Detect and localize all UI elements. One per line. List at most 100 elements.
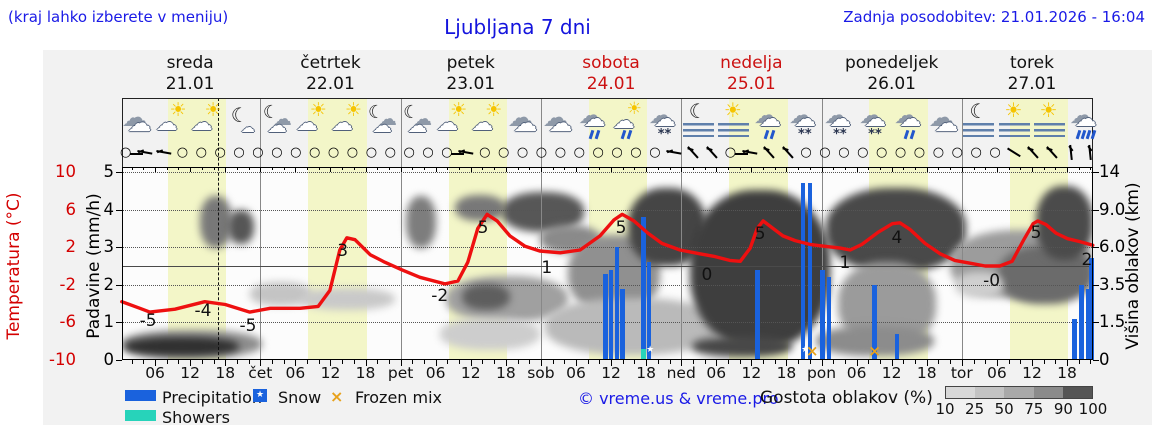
icon-part: ○ (214, 145, 226, 160)
icon-part: ○ (516, 145, 529, 160)
icon-part (1007, 147, 1021, 158)
weather-icon-rain: ☁ ☁ (751, 99, 787, 141)
icon-part: ☁ (578, 101, 603, 129)
weather-icon-sun-rain: ☀ ☁ (611, 99, 647, 141)
axis-tick (622, 167, 624, 170)
icon-part (781, 147, 789, 151)
axis-tick (529, 167, 531, 170)
time-axis-label: 18 (1057, 364, 1077, 382)
axis-tick (295, 167, 297, 172)
axis-tick (681, 167, 683, 172)
temp-value-label: 5 (615, 218, 627, 239)
temp-value-label: 3 (337, 240, 349, 261)
axis-tick (961, 360, 963, 366)
density-segment (1033, 387, 1063, 398)
axis-tick (1090, 360, 1092, 364)
icon-part (1033, 123, 1065, 137)
axis-tick (1043, 167, 1045, 170)
icon-part: ○ (441, 145, 453, 160)
temp-value-label: 1 (839, 253, 851, 274)
icon-part: ☁ (240, 120, 255, 136)
wind-symbol: ○ (117, 143, 143, 163)
icon-part: ☁ (1069, 101, 1094, 129)
axis-tick (342, 360, 344, 364)
frozen-mix-icon: × (805, 342, 819, 360)
precip-bar (820, 269, 825, 360)
time-axis-label: pon (806, 364, 837, 382)
icon-part: ☀ (626, 99, 642, 119)
axis-tick (915, 167, 917, 170)
icon-part: ☀ (204, 99, 222, 121)
axis-tick (470, 360, 472, 366)
icon-part (156, 149, 172, 155)
axis-tick (377, 167, 379, 170)
wind-symbol: ○ (476, 143, 494, 163)
icon-part (666, 149, 674, 153)
axis-tick (307, 167, 309, 170)
precip-axis-tick-label: 0 (103, 350, 115, 369)
wind-symbol: ○ (968, 143, 986, 163)
axis-tick (225, 360, 227, 366)
axis-tick (283, 360, 285, 364)
icon-part (1046, 146, 1058, 159)
axis-tick (763, 360, 765, 364)
axis-tick (540, 360, 542, 366)
wind-symbol: ○ (363, 143, 381, 163)
axis-tick (657, 167, 659, 170)
weather-icon-night-cloudy: ☾ ☁ ☁ (260, 99, 296, 141)
icon-part: ○ (195, 145, 207, 160)
axis-tick (1008, 167, 1010, 170)
icon-part: ☁ (758, 107, 781, 132)
cloud-density-colorbar (945, 386, 1093, 399)
icon-part: ☀ (723, 98, 742, 122)
icon-part: ☁ (753, 101, 778, 129)
time-axis-label: 18 (215, 364, 236, 382)
precip-bar (608, 269, 614, 360)
day-date-label: 22.01 (306, 74, 355, 94)
icon-part: ☁ (789, 101, 814, 129)
axis-tick (879, 360, 881, 364)
copyright-link[interactable]: © vreme.us & vreme.pro (578, 389, 779, 408)
time-axis-label: 06 (566, 364, 586, 382)
axis-tick (973, 167, 975, 170)
axis-tick (388, 167, 390, 170)
icon-part: ☁ (471, 111, 494, 136)
icon-part: ☀ (344, 99, 363, 121)
axis-tick (494, 360, 496, 364)
icon-part (137, 149, 153, 155)
temp-value-label: 4 (891, 227, 903, 248)
wind-symbol (1024, 143, 1042, 163)
icon-part: ☁ (794, 107, 817, 132)
icon-part: ** (798, 127, 812, 142)
time-axis-label: 12 (881, 364, 902, 382)
axis-tick (961, 167, 963, 172)
axis-tick (552, 360, 554, 364)
cloud-density-label: Gostota oblakov (%) (760, 388, 933, 408)
axis-tick (517, 360, 519, 364)
legend-showers-swatch (125, 410, 156, 421)
axis-tick (844, 360, 846, 364)
precip-bar (872, 284, 877, 360)
icon-part: ○ (913, 145, 926, 160)
day-name-label: sreda (166, 53, 214, 73)
axis-tick (868, 360, 870, 364)
wind-symbol: ○ (401, 143, 419, 163)
legend-snow-swatch: ★ (253, 389, 267, 402)
axis-tick (915, 360, 917, 364)
axis-tick (365, 360, 367, 366)
icon-part: ☁ (548, 109, 573, 137)
icon-part: ☁ (513, 109, 538, 137)
time-axis-label: 06 (425, 364, 446, 382)
wind-symbol: ○ (608, 143, 626, 163)
temp-value-label: -2 (431, 286, 449, 307)
axis-tick (903, 167, 905, 170)
icon-part (781, 146, 793, 159)
axis-tick (868, 167, 870, 170)
precip-bar (1085, 288, 1091, 360)
wind-symbol: ○ (325, 143, 343, 163)
precip-axis-tick-label: 4 (103, 199, 115, 219)
time-axis-label: 18 (776, 364, 797, 382)
time-axis-label: 18 (636, 364, 656, 382)
time-axis-label: 06 (285, 364, 306, 382)
wind-symbol (136, 143, 154, 163)
